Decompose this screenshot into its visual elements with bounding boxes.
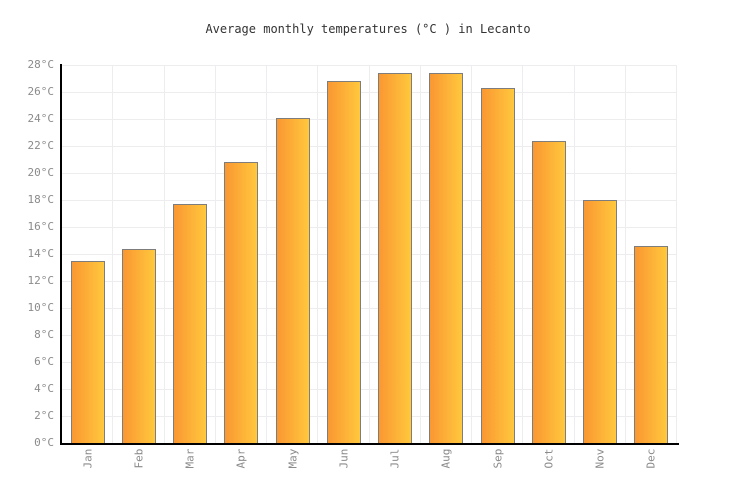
gridline-horizontal bbox=[62, 173, 677, 174]
bar-dec[interactable] bbox=[634, 245, 669, 443]
y-tick-label: 2°C bbox=[34, 409, 54, 422]
bar-oct[interactable] bbox=[531, 140, 566, 443]
gridline-vertical bbox=[214, 65, 216, 443]
y-tick-label: 24°C bbox=[27, 112, 55, 125]
gridline-horizontal bbox=[62, 281, 677, 282]
gridline-horizontal bbox=[62, 335, 677, 336]
bar-nov[interactable] bbox=[583, 200, 618, 443]
y-tick-label: 20°C bbox=[27, 166, 55, 179]
gridline-horizontal bbox=[62, 416, 677, 417]
bar-jan[interactable] bbox=[70, 260, 105, 443]
x-tick-label-jul: Jul bbox=[388, 448, 402, 468]
y-tick-label: 16°C bbox=[27, 220, 55, 233]
chart-title: Average monthly temperatures (°C ) in Le… bbox=[205, 22, 531, 36]
x-tick-label-mar: Mar bbox=[183, 448, 197, 468]
gridline-horizontal bbox=[62, 254, 677, 255]
bar-may[interactable] bbox=[275, 117, 310, 443]
bar-jul[interactable] bbox=[378, 73, 413, 443]
y-tick-label: 10°C bbox=[27, 301, 55, 314]
gridline-horizontal bbox=[62, 119, 677, 120]
x-tick-label-nov: Nov bbox=[593, 448, 607, 468]
x-tick-label-aug: Aug bbox=[439, 448, 453, 468]
x-tick-label-jan: Jan bbox=[81, 448, 95, 468]
y-tick-label: 6°C bbox=[34, 355, 54, 368]
y-tick-label: 4°C bbox=[34, 382, 54, 395]
x-tick-label-dec: Dec bbox=[644, 448, 658, 468]
y-tick-label: 28°C bbox=[27, 58, 55, 71]
gridline-vertical bbox=[624, 65, 626, 443]
gridline-horizontal bbox=[62, 200, 677, 201]
gridline-vertical bbox=[419, 65, 421, 443]
gridline-vertical bbox=[317, 65, 319, 443]
bar-mar[interactable] bbox=[173, 204, 208, 443]
y-tick-label: 0°C bbox=[34, 436, 54, 449]
gridline-vertical bbox=[368, 65, 370, 443]
gridline-vertical bbox=[522, 65, 524, 443]
x-tick-label-apr: Apr bbox=[234, 448, 248, 468]
plot-area bbox=[62, 65, 677, 443]
gridline-horizontal bbox=[62, 65, 677, 66]
y-tick-label: 18°C bbox=[27, 193, 55, 206]
gridline-horizontal bbox=[62, 389, 677, 390]
y-tick-label: 14°C bbox=[27, 247, 55, 260]
gridline-horizontal bbox=[62, 362, 677, 363]
gridline-horizontal bbox=[62, 92, 677, 93]
y-tick-label: 8°C bbox=[34, 328, 54, 341]
x-axis-line bbox=[60, 443, 679, 445]
bar-feb[interactable] bbox=[121, 248, 156, 443]
bar-aug[interactable] bbox=[429, 73, 464, 443]
bar-jun[interactable] bbox=[326, 81, 361, 443]
gridline-vertical bbox=[676, 65, 677, 443]
x-tick-label-sep: Sep bbox=[491, 448, 505, 468]
gridline-horizontal bbox=[62, 308, 677, 309]
y-axis-line bbox=[60, 64, 62, 445]
y-tick-label: 26°C bbox=[27, 85, 55, 98]
gridline-vertical bbox=[471, 65, 472, 443]
gridline-horizontal bbox=[62, 146, 677, 147]
gridline-vertical bbox=[163, 65, 165, 443]
gridline-vertical bbox=[573, 65, 575, 443]
x-tick-label-jun: Jun bbox=[337, 448, 351, 468]
y-tick-label: 12°C bbox=[27, 274, 55, 287]
gridline-vertical bbox=[112, 65, 114, 443]
bar-sep[interactable] bbox=[480, 87, 515, 443]
x-tick-label-feb: Feb bbox=[132, 448, 146, 468]
bar-apr[interactable] bbox=[224, 162, 259, 443]
y-tick-label: 22°C bbox=[27, 139, 55, 152]
x-tick-label-oct: Oct bbox=[542, 448, 556, 468]
gridline-horizontal bbox=[62, 227, 677, 228]
x-tick-label-may: May bbox=[286, 448, 300, 468]
gridline-vertical bbox=[266, 65, 267, 443]
